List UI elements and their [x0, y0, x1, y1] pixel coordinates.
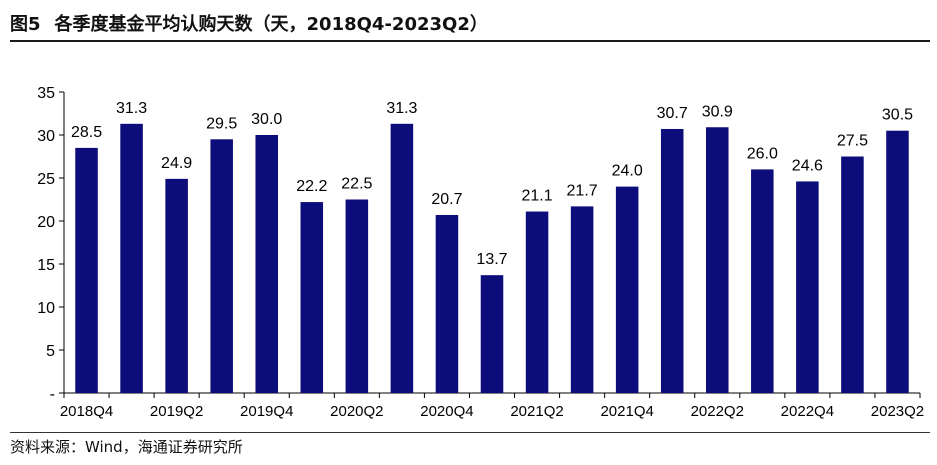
x-tick-label: 2022Q4: [781, 403, 834, 420]
x-tick-label: 2023Q2: [871, 403, 924, 420]
y-tick-label: 25: [37, 171, 55, 188]
y-tick-label: 15: [37, 257, 55, 274]
data-label: 27.5: [837, 133, 868, 150]
x-tick-label: 2019Q4: [240, 403, 293, 420]
data-label: 28.5: [71, 124, 102, 141]
x-tick-label: 2022Q2: [691, 403, 744, 420]
data-label: 13.7: [476, 251, 507, 268]
source-note: 资料来源：Wind，海通证券研究所: [10, 432, 930, 460]
figure-number: 图5: [10, 14, 41, 35]
y-axis: - 5 10 15 20 25 30 35: [37, 85, 65, 403]
y-tick-label: 35: [37, 85, 55, 102]
data-label: 21.1: [521, 188, 552, 205]
data-label: 31.3: [116, 100, 147, 117]
bar: [751, 169, 774, 393]
data-label: 31.3: [386, 100, 417, 117]
data-label: 24.0: [612, 163, 643, 180]
bar: [480, 275, 504, 393]
data-label: 20.7: [431, 191, 462, 208]
data-label: 24.9: [161, 155, 192, 172]
chart-area: -5 10 15 20 25 30 35 2018Q4 2019Q2 2019Q4 2020Q2 2…: [0, 44, 937, 434]
data-label: 30.0: [251, 111, 282, 128]
y-tick-label: 20: [37, 214, 55, 231]
bar: [210, 139, 233, 393]
x-tick-label: 2018Q4: [60, 403, 113, 420]
bar: [525, 211, 549, 393]
data-label: 30.5: [882, 107, 913, 124]
source-text: 资料来源：Wind，海通证券研究所: [10, 438, 243, 456]
x-tick-label: 2020Q4: [420, 403, 473, 420]
bar: [120, 123, 143, 393]
y-tick-label: 30: [37, 128, 55, 145]
bar: [255, 135, 278, 393]
x-tick-label: 2021Q4: [600, 403, 653, 420]
figure-title: 各季度基金平均认购天数（天，2018Q4-2023Q2）: [54, 14, 488, 35]
bar: [300, 202, 324, 393]
data-label: 21.7: [567, 182, 598, 199]
data-label: 26.0: [747, 145, 778, 162]
bar: [706, 127, 729, 393]
x-tick-label: 2020Q2: [330, 403, 383, 420]
y-tick-label: 10: [37, 300, 55, 317]
figure-header: 图5 各季度基金平均认购天数（天，2018Q4-2023Q2）: [10, 6, 930, 42]
bar: [345, 199, 369, 393]
bar: [841, 156, 864, 393]
x-tick-label: 2019Q2: [150, 403, 203, 420]
bar: [435, 214, 459, 393]
x-tick-label: 2021Q2: [510, 403, 563, 420]
data-label: 30.7: [657, 105, 688, 122]
x-axis: 2018Q4 2019Q2 2019Q4 2020Q2 2020Q4 2021Q2 2021…: [60, 392, 924, 420]
y-tick-label: -: [50, 386, 55, 403]
bar: [75, 147, 98, 393]
bar: [390, 123, 414, 393]
bar: [570, 206, 594, 393]
bar: [660, 128, 684, 393]
bar: [165, 178, 188, 393]
bar: [886, 130, 909, 393]
bar: [796, 181, 819, 393]
data-label: 22.5: [341, 176, 372, 193]
y-tick-label: 5: [46, 343, 55, 360]
data-labels-group: 28.5 31.3 24.9 29.5 30.0 22.2 22.5 31.3 20.7 13.7…: [71, 100, 913, 268]
bars-group: [75, 123, 909, 393]
data-label: 30.9: [702, 103, 733, 120]
data-label: 29.5: [206, 115, 237, 132]
data-label: 22.2: [296, 178, 327, 195]
bar: [615, 186, 639, 393]
data-label: 24.6: [792, 157, 823, 174]
